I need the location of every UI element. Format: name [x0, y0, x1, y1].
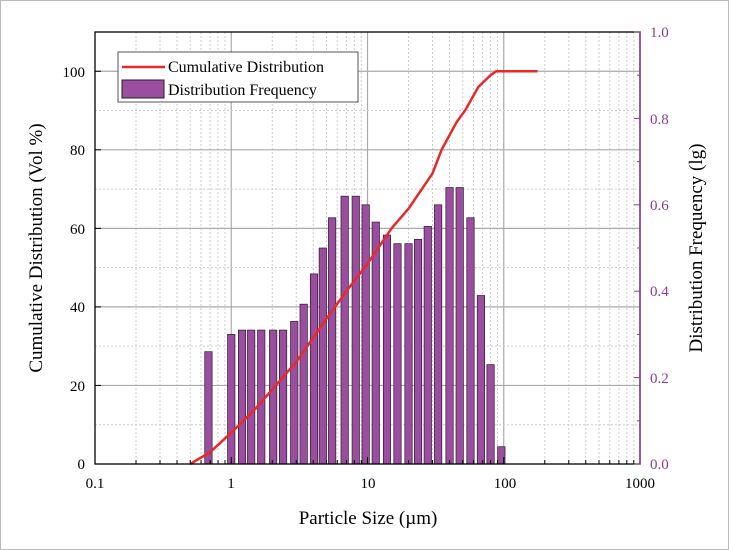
frequency-bar: [486, 364, 495, 465]
frequency-bar: [445, 187, 454, 465]
frequency-bar: [476, 295, 485, 465]
frequency-bar: [204, 351, 213, 465]
frequency-bar: [351, 195, 360, 465]
frequency-bar: [318, 247, 327, 465]
frequency-bar: [382, 234, 392, 465]
frequency-bar: [227, 334, 236, 465]
frequency-bar: [340, 195, 349, 465]
frequency-bar: [466, 217, 475, 465]
frequency-bar: [361, 204, 370, 465]
frequency-bar: [455, 187, 464, 465]
x-tick-label: 100: [494, 476, 517, 492]
frequency-bar: [290, 321, 299, 465]
frequency-bar: [247, 329, 256, 465]
y-left-axis-title: Cumulative Distribution (Vol %): [26, 123, 47, 372]
frequency-bar: [309, 273, 319, 465]
frequency-bar: [279, 329, 288, 465]
x-axis-title: Particle Size (µm): [299, 508, 438, 529]
y-left-tick-label: 0: [78, 457, 86, 473]
frequency-bar: [404, 243, 413, 465]
frequency-bar: [393, 243, 402, 465]
ticks: [94, 31, 640, 465]
y-left-tick-label: 60: [70, 222, 85, 238]
y-right-tick-label: 0.2: [650, 371, 669, 387]
y-left-tick-label: 80: [70, 143, 85, 159]
frequency-bar: [371, 221, 380, 465]
y-right-tick-label: 0.0: [650, 457, 669, 473]
frequency-bar: [414, 239, 423, 465]
y-right-axis-title: Distribution Frequency (lg): [686, 144, 707, 353]
frequency-bar: [328, 217, 337, 465]
frequency-bar: [434, 204, 443, 465]
legend-bar-swatch: [121, 79, 165, 99]
frequency-bar: [237, 329, 247, 465]
frequency-bar: [269, 329, 278, 465]
y-right-tick-label: 1.0: [650, 25, 669, 41]
legend-label-frequency: Distribution Frequency: [168, 82, 317, 99]
y-left-tick-label: 40: [70, 300, 85, 316]
y-left-tick-label: 20: [70, 379, 85, 395]
cumulative-line: [189, 70, 538, 466]
x-tick-label: 10: [361, 476, 376, 492]
legend: Cumulative Distribution Distribution Fre…: [117, 51, 359, 103]
y-right-tick-label: 0.8: [650, 112, 669, 128]
x-tick-label: 1: [227, 476, 235, 492]
frequency-bar: [423, 226, 432, 465]
legend-label-cumulative: Cumulative Distribution: [168, 59, 324, 76]
x-tick-label: 0.1: [86, 476, 105, 492]
y-right-tick-label: 0.4: [650, 284, 669, 300]
x-tick-label: 1000: [625, 476, 655, 492]
frequency-bar: [299, 303, 308, 465]
frequency-bar: [257, 329, 266, 465]
y-right-tick-label: 0.6: [650, 198, 669, 214]
y-left-tick-label: 100: [63, 65, 86, 81]
